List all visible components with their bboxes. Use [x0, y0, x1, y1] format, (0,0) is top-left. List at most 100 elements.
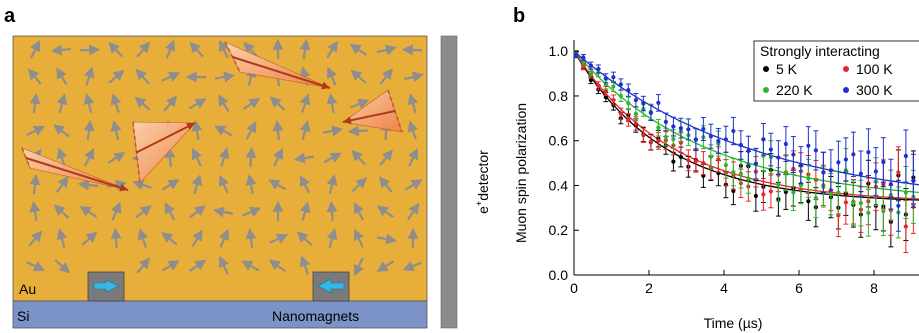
- data-point: [678, 154, 683, 160]
- field-arrow-icon: [53, 204, 70, 219]
- data-point: [588, 70, 593, 75]
- x-tick-label: 4: [720, 280, 728, 296]
- field-arrow-icon: [111, 201, 122, 221]
- field-arrow-icon: [245, 227, 257, 249]
- data-point: [603, 95, 608, 100]
- field-arrow-icon: [189, 205, 206, 219]
- field-arrow-icon: [50, 44, 72, 56]
- data-point: [813, 148, 818, 153]
- data-point: [858, 200, 863, 206]
- field-arrow-icon: [161, 231, 178, 246]
- panel-a: a Au Si Nanomagnets e+detector: [4, 5, 491, 329]
- field-arrow-icon: [55, 175, 69, 193]
- data-point: [581, 59, 586, 65]
- field-arrow-icon: [136, 41, 151, 58]
- data-point: [686, 158, 691, 163]
- data-point: [701, 126, 706, 132]
- field-arrow-icon: [29, 173, 41, 195]
- legend-marker: [763, 66, 769, 72]
- field-arrow-icon: [402, 260, 422, 272]
- data-point: [738, 142, 743, 148]
- legend-box: [753, 40, 919, 102]
- legend-label: 100 K: [856, 61, 893, 77]
- data-point: [731, 188, 736, 194]
- data-point: [746, 148, 751, 154]
- field-arrow-icon: [326, 228, 338, 248]
- field-arrow-icon: [353, 257, 364, 277]
- field-arrow-icon: [272, 119, 284, 141]
- field-arrow-icon: [273, 147, 284, 167]
- data-point: [573, 53, 578, 58]
- data-point: [693, 137, 698, 142]
- data-point: [768, 147, 773, 152]
- legend-label: 5 K: [776, 61, 798, 77]
- field-arrow-icon: [135, 68, 150, 85]
- legend-marker: [843, 87, 849, 93]
- y-tick-label: 0.4: [549, 177, 569, 193]
- field-arrow-icon: [56, 93, 68, 113]
- data-point: [828, 168, 833, 173]
- field-arrow-icon: [79, 44, 101, 56]
- data-point: [641, 101, 646, 106]
- field-arrow-icon: [218, 255, 229, 275]
- data-point: [761, 192, 766, 197]
- data-point: [903, 224, 908, 229]
- data-point: [731, 128, 736, 134]
- data-point: [911, 178, 916, 183]
- legend-title: Strongly interacting: [760, 43, 880, 59]
- data-point: [701, 161, 706, 166]
- field-arrow-icon: [108, 69, 125, 84]
- field-arrow-icon: [299, 38, 311, 60]
- muon-spin-arrow-icon: [342, 110, 396, 123]
- data-point: [746, 176, 751, 181]
- data-point: [776, 182, 781, 187]
- field-arrow-icon: [136, 257, 151, 274]
- nanomagnet-right: [312, 271, 350, 302]
- field-arrow-icon: [79, 205, 98, 218]
- data-point: [791, 190, 796, 195]
- data-point: [633, 111, 638, 116]
- data-point: [618, 82, 623, 87]
- field-arrow-icon: [164, 202, 176, 221]
- data-point: [716, 138, 721, 144]
- data-point: [596, 83, 601, 88]
- data-point: [663, 119, 668, 125]
- field-arrow-icon: [161, 179, 180, 191]
- data-point: [903, 153, 908, 159]
- data-point: [806, 176, 811, 181]
- data-point: [858, 171, 863, 176]
- data-point: [768, 189, 773, 194]
- field-arrow-icon: [188, 98, 207, 110]
- data-point: [588, 63, 593, 68]
- field-arrow-icon: [347, 125, 369, 137]
- field-arrow-icon: [242, 206, 262, 217]
- data-point: [626, 117, 631, 123]
- data-point: [656, 138, 661, 144]
- field-arrow-icon: [29, 92, 41, 114]
- field-arrow-icon: [218, 94, 230, 113]
- data-point: [851, 152, 856, 157]
- field-arrow-icon: [377, 44, 397, 56]
- data-point: [881, 209, 886, 214]
- data-point: [611, 97, 616, 103]
- y-tick-label: 0.2: [549, 222, 569, 238]
- field-arrow-icon: [378, 176, 393, 193]
- field-arrow-icon: [134, 96, 151, 111]
- field-arrow-icon: [135, 205, 152, 219]
- field-arrow-icon: [161, 260, 180, 272]
- field-arrow-icon: [189, 41, 204, 58]
- data-point: [791, 152, 796, 157]
- data-point: [738, 171, 743, 176]
- data-point: [866, 150, 871, 155]
- field-arrow-icon: [323, 152, 342, 164]
- field-arrow-icon: [163, 95, 178, 112]
- data-point: [753, 193, 758, 199]
- field-arrow-icon: [245, 146, 257, 168]
- muon-spin-arrow-icon: [136, 122, 196, 154]
- field-arrow-icon: [296, 231, 313, 246]
- nanomagnet-left: [87, 271, 125, 302]
- field-arrow-icon: [30, 39, 41, 59]
- field-arrow-icon: [27, 68, 42, 85]
- fit-curve-3: [573, 50, 919, 186]
- panel-a-label: a: [4, 5, 16, 27]
